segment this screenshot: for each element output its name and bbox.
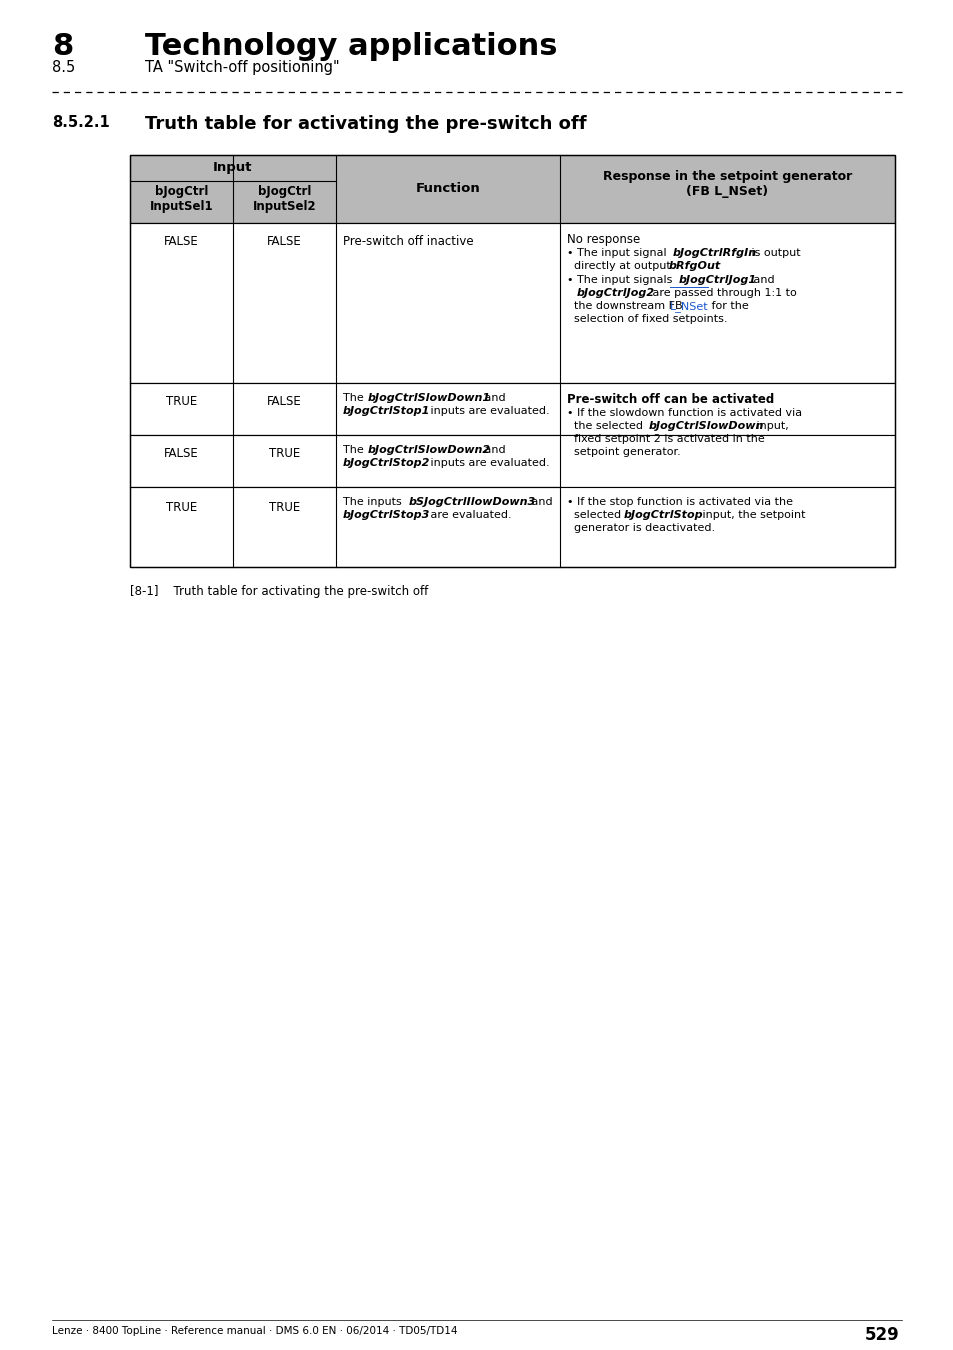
Text: bJogCtrlStop2: bJogCtrlStop2 [343, 458, 430, 468]
Text: bJogCtrlStop3: bJogCtrlStop3 [343, 510, 430, 520]
Text: is output: is output [747, 248, 800, 258]
Text: the downstream FB: the downstream FB [566, 301, 685, 310]
Text: are passed through 1:1 to: are passed through 1:1 to [648, 288, 796, 298]
Text: directly at output: directly at output [566, 261, 674, 271]
Text: bJogCtrl
InputSel2: bJogCtrl InputSel2 [253, 185, 316, 213]
Text: fixed setpoint 2 is activated in the: fixed setpoint 2 is activated in the [566, 433, 764, 444]
Text: The: The [343, 393, 367, 404]
Text: Technology applications: Technology applications [145, 32, 557, 61]
Text: TRUE: TRUE [269, 447, 300, 460]
Text: The: The [343, 446, 367, 455]
Text: 8.5: 8.5 [52, 59, 75, 76]
Bar [130, 487, 894, 567]
Text: [8-1]    Truth table for activating the pre-switch off: [8-1] Truth table for activating the pre… [130, 585, 428, 598]
Text: bJogCtrlStop: bJogCtrlStop [623, 510, 703, 520]
Text: inputs are evaluated.: inputs are evaluated. [427, 406, 549, 416]
Bar [130, 155, 894, 223]
Text: Pre-switch off can be activated: Pre-switch off can be activated [566, 393, 774, 406]
Text: setpoint generator.: setpoint generator. [566, 447, 680, 458]
Text: .: . [709, 261, 713, 271]
Text: input,: input, [752, 421, 788, 431]
Text: 8: 8 [52, 32, 73, 61]
Text: L_NSet: L_NSet [669, 301, 708, 312]
Text: 8.5.2.1: 8.5.2.1 [52, 115, 110, 130]
Text: Input: Input [213, 161, 253, 174]
Text: FALSE: FALSE [267, 235, 301, 248]
Text: selection of fixed setpoints.: selection of fixed setpoints. [566, 315, 727, 324]
Text: and: and [480, 393, 505, 404]
Text: TRUE: TRUE [269, 501, 300, 514]
Text: for the: for the [707, 301, 748, 310]
Text: (FB L_NSet): (FB L_NSet) [686, 185, 768, 198]
Text: bJogCtrlSlowDown1: bJogCtrlSlowDown1 [368, 393, 491, 404]
Bar [130, 223, 894, 383]
Text: bJogCtrlJog1: bJogCtrlJog1 [679, 275, 757, 285]
Text: Pre-switch off inactive: Pre-switch off inactive [343, 235, 473, 248]
Bar [130, 435, 894, 487]
Text: • If the stop function is activated via the: • If the stop function is activated via … [566, 497, 792, 508]
Text: and: and [749, 275, 774, 285]
Text: the selected: the selected [566, 421, 646, 431]
Text: bJogCtrl
InputSel1: bJogCtrl InputSel1 [150, 185, 213, 213]
Text: Truth table for activating the pre-switch off: Truth table for activating the pre-switc… [145, 115, 586, 134]
Text: bJogCtrlRfgIn: bJogCtrlRfgIn [672, 248, 757, 258]
Text: FALSE: FALSE [267, 396, 301, 408]
Text: TRUE: TRUE [166, 396, 197, 408]
Text: The inputs: The inputs [343, 497, 405, 508]
Text: bJogCtrlJog2: bJogCtrlJog2 [577, 288, 655, 298]
Text: bSJogCtrlIlowDown3: bSJogCtrlIlowDown3 [409, 497, 536, 508]
Text: bJogCtrlSlowDown: bJogCtrlSlowDown [648, 421, 763, 431]
Text: bRfgOut: bRfgOut [668, 261, 720, 271]
Text: Function: Function [416, 182, 480, 196]
Text: • The input signal: • The input signal [566, 248, 669, 258]
Text: are evaluated.: are evaluated. [427, 510, 511, 520]
Text: Response in the setpoint generator: Response in the setpoint generator [602, 170, 851, 184]
Text: 529: 529 [864, 1326, 899, 1345]
Bar [130, 155, 894, 567]
Text: Lenze · 8400 TopLine · Reference manual · DMS 6.0 EN · 06/2014 · TD05/TD14: Lenze · 8400 TopLine · Reference manual … [52, 1326, 457, 1336]
Text: TRUE: TRUE [166, 501, 197, 514]
Bar [130, 383, 894, 435]
Text: input, the setpoint: input, the setpoint [699, 510, 804, 520]
Text: TA "Switch-off positioning": TA "Switch-off positioning" [145, 59, 339, 76]
Text: No response: No response [566, 234, 639, 246]
Text: FALSE: FALSE [164, 447, 198, 460]
Text: • The input signals: • The input signals [566, 275, 675, 285]
Text: inputs are evaluated.: inputs are evaluated. [427, 458, 549, 468]
Text: and: and [480, 446, 505, 455]
Text: bJogCtrlSlowDown2: bJogCtrlSlowDown2 [368, 446, 491, 455]
Text: selected: selected [566, 510, 624, 520]
Text: • If the slowdown function is activated via: • If the slowdown function is activated … [566, 408, 801, 418]
Text: FALSE: FALSE [164, 235, 198, 248]
Text: bJogCtrlStop1: bJogCtrlStop1 [343, 406, 430, 416]
Text: and: and [527, 497, 552, 508]
Text: generator is deactivated.: generator is deactivated. [566, 522, 715, 533]
